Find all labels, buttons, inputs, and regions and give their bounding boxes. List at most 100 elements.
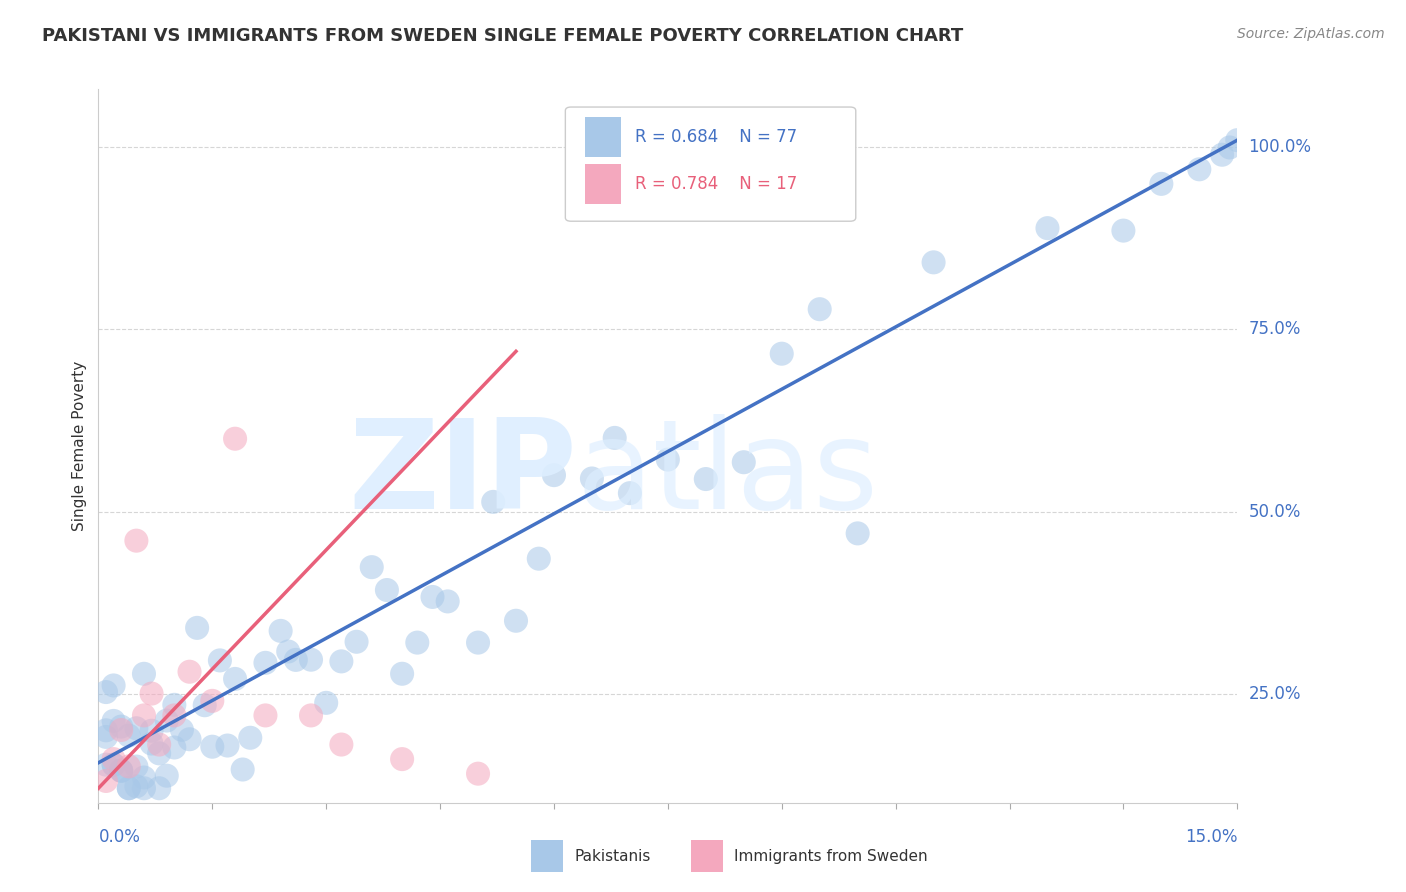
Point (422, 590, 444, 604)
Point (125, 759, 148, 773)
Point (330, 738, 353, 752)
Point (619, 486, 641, 500)
Text: ZIP: ZIP (349, 414, 576, 535)
Point (186, 621, 208, 635)
Point (1211, 147, 1233, 161)
Text: R = 0.784    N = 17: R = 0.784 N = 17 (636, 175, 797, 193)
Point (179, 665, 201, 679)
Point (254, 708, 277, 723)
Point (657, 452, 679, 467)
Point (110, 720, 132, 734)
Text: 25.0%: 25.0% (1249, 684, 1301, 703)
Point (232, 763, 254, 777)
Text: 50.0%: 50.0% (1249, 502, 1301, 521)
Text: 100.0%: 100.0% (1249, 138, 1312, 156)
Point (94, 757, 117, 772)
Point (141, 723, 163, 738)
Point (125, 533, 148, 548)
Point (527, 551, 550, 566)
Point (110, 764, 132, 778)
Point (118, 759, 141, 773)
Point (224, 672, 246, 686)
Point (217, 739, 239, 753)
Text: PAKISTANI VS IMMIGRANTS FROM SWEDEN SINGLE FEMALE POVERTY CORRELATION CHART: PAKISTANI VS IMMIGRANTS FROM SWEDEN SING… (42, 27, 963, 45)
Point (103, 757, 125, 772)
FancyBboxPatch shape (565, 107, 856, 221)
Point (201, 739, 224, 754)
Text: Source: ZipAtlas.com: Source: ZipAtlas.com (1237, 27, 1385, 41)
Point (467, 766, 489, 780)
Point (170, 723, 193, 737)
FancyBboxPatch shape (531, 840, 562, 872)
Point (118, 729, 141, 743)
Point (103, 678, 125, 692)
FancyBboxPatch shape (690, 840, 723, 872)
Point (1036, 221, 1059, 235)
Point (1150, 177, 1173, 191)
Point (360, 560, 382, 574)
Point (406, 635, 429, 649)
Point (224, 432, 246, 446)
Point (94, 730, 117, 744)
Point (284, 653, 307, 667)
Point (436, 594, 458, 608)
Point (391, 752, 413, 766)
Point (808, 302, 831, 317)
Text: 75.0%: 75.0% (1249, 320, 1301, 338)
Point (695, 472, 717, 486)
Point (132, 708, 155, 723)
Point (299, 708, 322, 723)
Point (148, 738, 170, 752)
Point (1112, 224, 1135, 238)
Point (254, 656, 277, 670)
Point (482, 495, 505, 509)
Point (118, 781, 141, 796)
Point (156, 769, 179, 783)
Point (163, 698, 186, 712)
Point (94, 723, 117, 738)
Point (118, 781, 141, 796)
Point (1219, 140, 1241, 154)
Point (270, 624, 292, 638)
Point (148, 781, 170, 796)
Point (770, 347, 793, 361)
Point (346, 634, 368, 648)
Point (125, 779, 148, 793)
Point (1226, 133, 1249, 147)
Point (110, 723, 132, 737)
Text: 0.0%: 0.0% (98, 829, 141, 847)
Point (1188, 162, 1211, 177)
Point (163, 708, 186, 723)
Point (299, 653, 322, 667)
Point (277, 644, 299, 658)
Point (208, 653, 231, 667)
Point (125, 721, 148, 735)
Point (110, 764, 132, 778)
Point (467, 635, 489, 649)
Point (141, 687, 163, 701)
Point (132, 781, 155, 796)
Point (94, 774, 117, 789)
Point (132, 771, 155, 785)
Point (239, 731, 262, 745)
Point (163, 740, 186, 755)
Point (179, 732, 201, 747)
Point (543, 468, 565, 483)
Point (141, 737, 163, 751)
Point (581, 471, 603, 485)
Y-axis label: Single Female Poverty: Single Female Poverty (72, 361, 87, 531)
Point (156, 714, 179, 728)
Point (94, 685, 117, 699)
Point (391, 666, 413, 681)
Point (148, 747, 170, 761)
Point (103, 752, 125, 766)
Point (194, 698, 217, 713)
Text: R = 0.684    N = 77: R = 0.684 N = 77 (636, 128, 797, 146)
Point (330, 654, 353, 668)
Text: Immigrants from Sweden: Immigrants from Sweden (734, 849, 928, 863)
Point (603, 431, 626, 445)
Point (110, 764, 132, 778)
Text: 15.0%: 15.0% (1185, 829, 1237, 847)
Point (733, 455, 755, 469)
Point (505, 614, 527, 628)
